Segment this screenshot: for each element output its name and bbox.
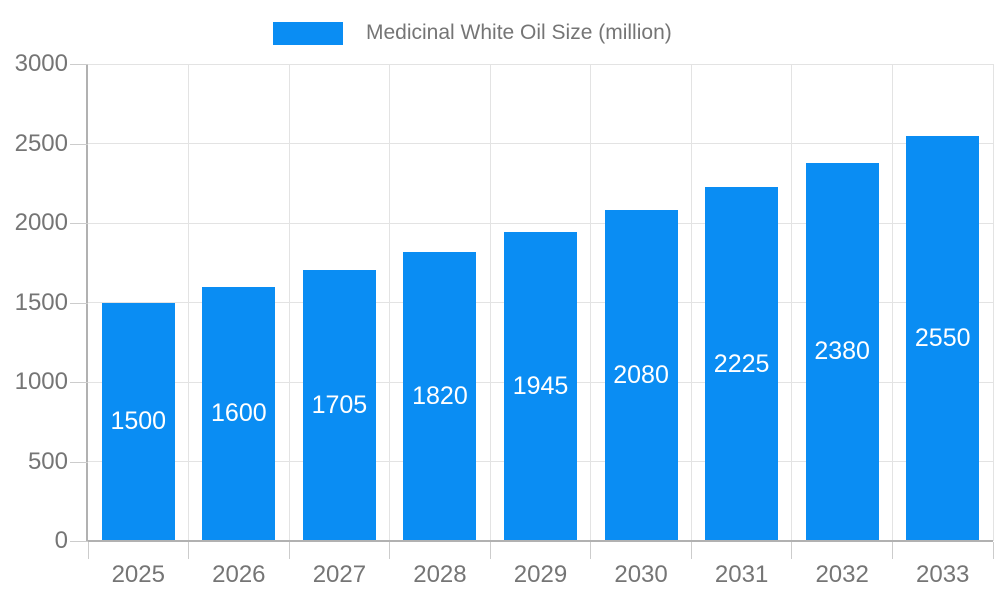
x-axis-tick xyxy=(891,542,893,559)
gridline-vertical xyxy=(891,64,893,541)
x-axis-tick xyxy=(489,542,491,559)
x-axis-tick xyxy=(288,542,290,559)
gridline-vertical xyxy=(489,64,491,541)
y-axis-tick xyxy=(70,302,88,304)
bar-value-label: 1705 xyxy=(311,390,368,419)
legend-label: Medicinal White Oil Size (million) xyxy=(366,21,672,44)
y-axis-tick xyxy=(70,541,88,542)
y-axis-tick-label: 500 xyxy=(27,447,68,475)
bar[interactable]: 1600 xyxy=(202,286,276,541)
gridline-vertical xyxy=(188,64,190,541)
bar-value-label: 2550 xyxy=(914,323,971,352)
bar-value-label: 1820 xyxy=(412,381,468,410)
bar-value-label: 1500 xyxy=(110,407,167,436)
x-axis-tick-label: 2027 xyxy=(312,561,367,588)
bar[interactable]: 2080 xyxy=(604,210,678,541)
bar[interactable]: 1705 xyxy=(302,269,376,541)
bar[interactable]: 1945 xyxy=(504,231,577,541)
y-axis-tick-label: 1500 xyxy=(14,288,68,316)
bar-value-label: 1945 xyxy=(512,371,569,400)
y-axis-tick-label: 1000 xyxy=(14,368,68,395)
x-axis-tick xyxy=(87,542,89,559)
bar[interactable]: 1820 xyxy=(403,251,477,541)
y-axis-tick xyxy=(70,143,88,145)
x-axis-tick-label: 2028 xyxy=(413,561,467,588)
gridline-horizontal xyxy=(88,143,993,144)
x-axis-tick xyxy=(389,542,391,559)
x-axis-tick-label: 2030 xyxy=(614,561,668,588)
legend-item[interactable]: Medicinal White Oil Size (million) xyxy=(273,20,672,46)
gridline-vertical xyxy=(791,64,793,541)
bar-value-label: 1600 xyxy=(211,399,267,428)
gridline-vertical xyxy=(992,64,994,541)
x-axis-tick-label: 2029 xyxy=(513,561,568,588)
gridline-vertical xyxy=(690,64,692,541)
gridline-horizontal xyxy=(88,63,993,65)
bar[interactable]: 2550 xyxy=(906,135,980,541)
legend-swatch xyxy=(273,21,343,45)
x-axis-tick-label: 2031 xyxy=(714,561,769,588)
gridline-vertical xyxy=(389,64,391,541)
plot-area: 1500 1600 1705 1820 1945 2080 2225 2380 2550 xyxy=(88,63,994,541)
bar[interactable]: 2380 xyxy=(805,162,879,541)
x-axis-tick xyxy=(992,542,994,559)
y-axis-tick xyxy=(70,223,88,224)
x-axis-line xyxy=(86,540,993,542)
bar-value-label: 2380 xyxy=(814,337,870,366)
x-axis-tick xyxy=(188,542,190,559)
y-axis-tick-label: 3000 xyxy=(14,50,68,77)
y-axis-tick-label: 2000 xyxy=(14,209,68,236)
y-axis-tick xyxy=(70,64,88,65)
bar-value-label: 2080 xyxy=(613,361,669,390)
gridline-vertical xyxy=(590,64,592,541)
x-axis-tick-label: 2025 xyxy=(111,561,165,588)
bar-value-label: 2225 xyxy=(713,349,770,378)
x-axis-tick-label: 2026 xyxy=(212,561,266,588)
y-axis-tick xyxy=(70,461,88,463)
bar[interactable]: 2225 xyxy=(705,187,779,541)
x-axis-tick-label: 2033 xyxy=(916,561,970,588)
gridline-vertical xyxy=(288,64,290,541)
x-axis-tick xyxy=(791,542,793,559)
y-axis-tick xyxy=(70,382,88,383)
y-axis-tick-label: 2500 xyxy=(14,129,68,157)
x-axis-tick xyxy=(590,542,592,559)
y-axis-tick-label: 0 xyxy=(54,527,68,554)
bar[interactable]: 1500 xyxy=(101,302,175,541)
x-axis-tick-label: 2032 xyxy=(815,561,869,588)
x-axis-tick xyxy=(690,542,692,559)
